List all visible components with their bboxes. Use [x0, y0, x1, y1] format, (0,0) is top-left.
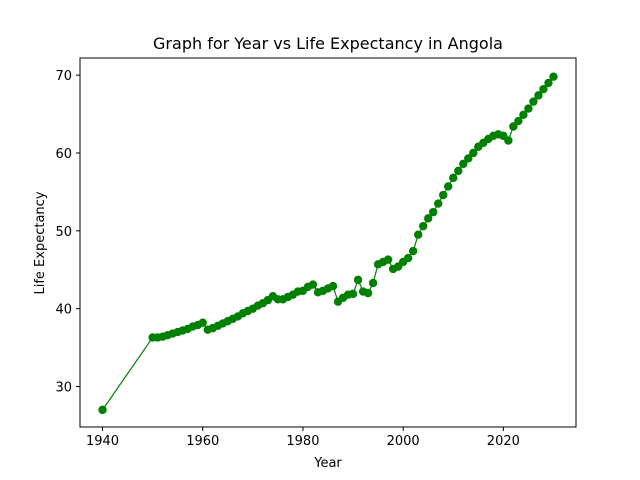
data-point — [529, 97, 538, 106]
y-tick-label: 60 — [55, 147, 72, 162]
data-point — [464, 154, 473, 163]
data-point — [524, 104, 533, 113]
x-tick-label: 1940 — [86, 434, 119, 449]
data-point — [308, 280, 318, 289]
data-point — [198, 318, 207, 327]
data-point — [469, 148, 478, 158]
data-point — [519, 110, 528, 120]
data-point — [98, 405, 107, 415]
data-point — [444, 182, 453, 191]
x-tick-label: 1960 — [186, 434, 219, 449]
data-point — [418, 221, 428, 231]
y-tick-label: 70 — [55, 69, 72, 84]
data-point — [504, 136, 513, 145]
data-point — [449, 173, 458, 183]
x-tick-label: 2020 — [487, 434, 520, 449]
data-point — [413, 230, 423, 239]
data-point — [539, 84, 548, 94]
y-tick-label: 30 — [55, 381, 72, 396]
data-point — [408, 246, 418, 256]
data-point — [514, 116, 523, 126]
data-point — [459, 159, 468, 169]
data-point — [424, 214, 433, 223]
data-point — [328, 281, 338, 291]
y-axis: 30 40 50 60 70 — [55, 69, 80, 396]
data-point — [403, 253, 413, 263]
data-point — [439, 190, 448, 200]
plot-area — [98, 72, 558, 415]
x-axis-label: Year — [313, 456, 342, 471]
data-point — [434, 199, 443, 208]
data-point — [368, 278, 378, 288]
y-axis-label: Life Expectancy — [33, 191, 48, 294]
data-point — [454, 166, 463, 176]
y-tick-label: 40 — [55, 303, 72, 318]
data-point — [429, 207, 438, 217]
data-point — [534, 91, 543, 100]
data-point — [549, 72, 558, 81]
data-point — [353, 275, 363, 285]
data-point — [348, 289, 358, 299]
data-point — [383, 255, 393, 264]
data-point — [363, 288, 373, 298]
x-axis: 1940 1960 1980 2000 2020 — [86, 427, 520, 449]
plot-frame — [79, 57, 577, 428]
x-tick-label: 1980 — [286, 434, 319, 449]
x-tick-label: 2000 — [387, 434, 420, 449]
y-tick-label: 50 — [55, 225, 72, 240]
data-point — [544, 78, 553, 88]
chart-title: Graph for Year vs Life Expectancy in Ang… — [153, 34, 503, 53]
data-point — [509, 122, 518, 131]
